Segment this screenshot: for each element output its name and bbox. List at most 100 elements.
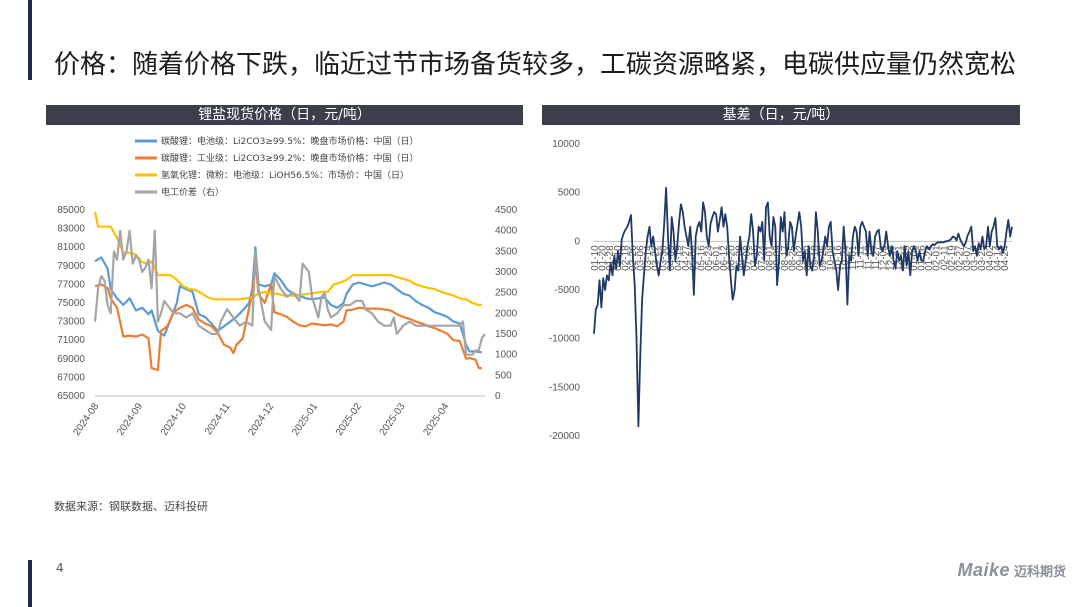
slide-accent-bar-bottom [28,560,32,607]
y-right-tick-label: 2500 [495,288,518,299]
y-tick-label: -20000 [549,431,581,442]
x-tick-label: 08-09 [772,245,783,271]
x-tick-label: 2025-03 [378,401,408,438]
x-tick-label: 05-16 [696,245,707,271]
y-right-tick-label: 1000 [495,350,518,361]
x-tick-label: 11-11 [856,245,867,270]
x-tick-label: 2025-01 [290,401,320,438]
legend-entry: 电工价差（右） [161,186,224,198]
y-tick-label: 10000 [552,139,580,150]
y-left-tick-label: 85000 [57,205,85,216]
y-left-tick-label: 75000 [57,298,85,309]
y-right-tick-label: 4000 [495,226,518,237]
x-tick-label: 01-28 [605,245,616,271]
x-tick-label: 03-14 [643,245,654,271]
y-left-tick-label: 73000 [57,317,85,328]
x-tick-label: 09-02 [795,245,806,271]
x-tick-label: 2024-08 [71,401,101,438]
x-tick-label: 02-19 [947,245,958,271]
x-tick-label: 04-09 [666,245,677,271]
series-line [94,246,483,354]
y-left-tick-label: 67000 [57,372,85,383]
x-tick-label: 08-17 [780,245,791,271]
x-tick-label: 05-24 [704,245,715,271]
company-logo: Maike 迈科期货 [957,560,1066,581]
page-number: 4 [56,561,64,575]
x-tick-label: 03-30 [658,245,669,271]
y-right-tick-label: 0 [495,391,501,402]
y-left-tick-label: 81000 [57,242,85,253]
x-tick-label: 2024-12 [246,401,276,438]
slide-accent-bar [28,0,32,80]
x-tick-label: 02-11 [939,245,950,270]
x-tick-label: 08-01 [765,245,776,271]
data-source-note: 数据来源：钢联数据、迈科投研 [54,500,208,513]
x-tick-label: 07-08 [742,245,753,271]
logo-text: 迈科期货 [1013,565,1066,580]
x-tick-label: 08-25 [787,245,798,271]
x-tick-label: 07-24 [757,245,768,271]
y-right-tick-label: 2000 [495,308,518,319]
x-tick-label: 10-16 [833,245,844,271]
x-tick-label: 03-07 [962,245,973,271]
x-tick-label: 11-01 [848,245,859,270]
x-tick-label: 12-05 [879,245,890,271]
x-tick-label: 09-26 [818,245,829,271]
x-tick-label: 03-17 [970,245,981,271]
x-tick-label: 02-27 [954,245,965,271]
y-right-tick-label: 500 [495,370,512,381]
x-tick-label: 10-08 [825,245,836,271]
y-tick-label: -10000 [549,334,581,345]
y-left-tick-label: 79000 [57,261,85,272]
basis-chart: 1000050000-5000-10000-15000-2000001-1001… [549,139,1013,442]
slide-title: 价格：随着价格下跌，临近过节市场备货较多，工碳资源略紧，电碳供应量仍然宽松 [54,50,1017,80]
x-tick-label: 2024-11 [203,401,233,437]
x-tick-label: 2024-10 [159,401,189,438]
x-tick-label: 04-27 [681,245,692,271]
x-tick-label: 02-01 [932,245,943,271]
logo-mark: Maike [957,560,1010,580]
x-tick-label: 04-24 [1000,245,1011,271]
x-tick-label: 04-14 [992,245,1003,271]
y-tick-label: -15000 [549,382,581,393]
x-tick-label: 04-02 [985,245,996,271]
x-tick-label: 06-12 [719,245,730,271]
y-tick-label: 0 [574,236,580,247]
x-tick-label: 03-06 [636,245,647,271]
x-tick-label: 01-24 [924,245,935,271]
x-tick-label: 01-10 [590,245,601,271]
y-left-tick-label: 83000 [57,224,85,235]
x-tick-label: 2025-02 [334,401,364,438]
x-tick-label: 01-08 [909,245,920,271]
series-line [94,260,482,372]
y-left-tick-label: 77000 [57,279,85,290]
legend-entry: 碳酸锂：工业级：Li2CO3≥99.2%：晚盘市场价格：中国（日） [161,152,418,164]
series-line [593,186,1013,428]
lithium-salt-price-chart: 碳酸锂：电池级：Li2CO3≥99.5%：晚盘市场价格：中国（日） 碳酸锂：工业级… [57,135,518,438]
y-left-tick-label: 65000 [57,391,85,402]
legend-entry: 氢氧化锂：微粉：电池级：LiOH56.5%：市场价：中国（日） [161,169,409,181]
y-left-tick-label: 69000 [57,354,85,365]
y-right-tick-label: 4500 [495,205,518,216]
x-tick-label: 2025-04 [421,401,451,438]
x-tick-label: 11-27 [871,245,882,270]
x-tick-label: 04-19 [674,245,685,271]
y-tick-label: -5000 [554,285,580,296]
y-right-tick-label: 3000 [495,267,518,278]
x-tick-label: 12-13 [886,245,897,271]
x-tick-label: 09-18 [810,245,821,271]
y-tick-label: 5000 [558,188,581,199]
x-tick-label: 06-20 [727,245,738,271]
right-chart-title: 基差（日，元/吨） [542,105,1020,125]
x-tick-label: 11-19 [863,245,874,270]
x-tick-label: 2024-09 [115,401,145,438]
left-chart-title: 锂盐现货价格（日，元/吨） [46,105,523,125]
x-tick-label: 02-18 [620,245,631,271]
y-right-tick-label: 3500 [495,246,518,257]
legend-entry: 碳酸锂：电池级：Li2CO3≥99.5%：晚盘市场价格：中国（日） [161,135,418,147]
x-tick-label: 03-25 [977,245,988,271]
y-left-tick-label: 71000 [57,335,85,346]
x-tick-label: 01-16 [916,245,927,271]
x-tick-label: 01-20 [598,245,609,271]
series-line [93,229,486,356]
